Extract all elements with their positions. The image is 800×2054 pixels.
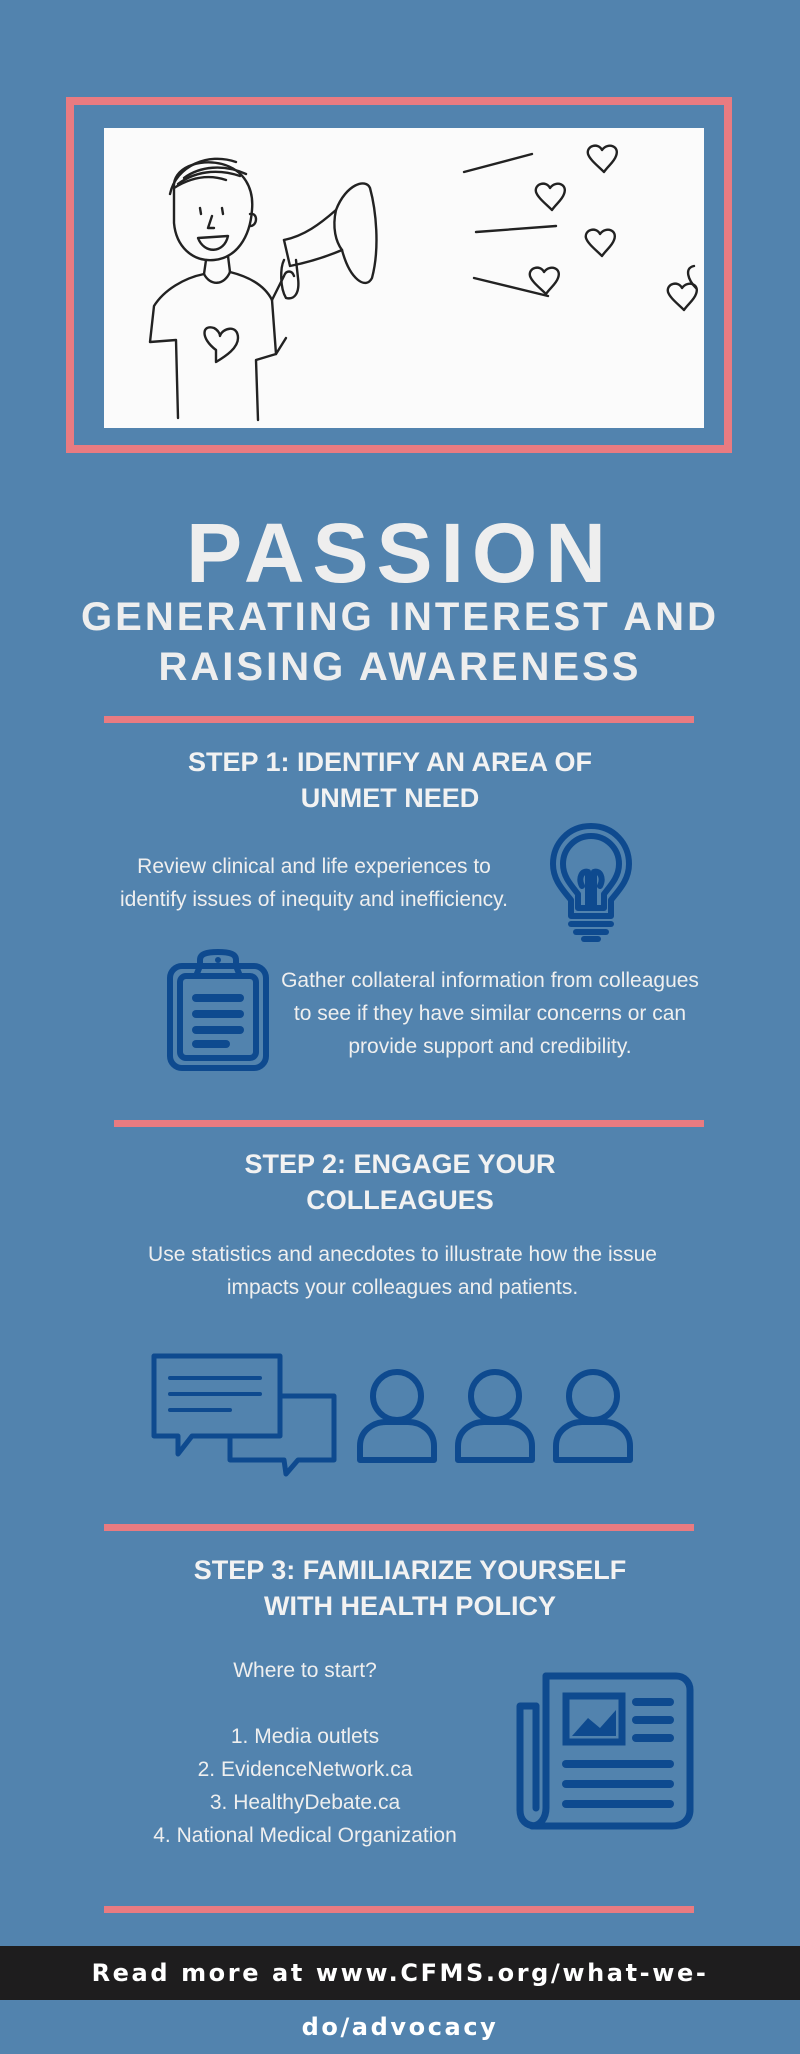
lightbulb-icon: [548, 820, 634, 944]
section-divider: [104, 1524, 694, 1531]
page-title: PASSION: [186, 506, 614, 600]
person-icon: [356, 1368, 438, 1464]
step2-text: Use statistics and anecdotes to illustra…: [148, 1243, 657, 1299]
list-item: 3. HealthyDebate.ca: [209, 1791, 401, 1814]
chat-bubbles-icon: [150, 1352, 340, 1478]
hero-illustration: [104, 128, 704, 428]
footer-bar: Read more at www.CFMS.org/what-we-do/adv…: [0, 1946, 800, 2041]
step3-list: 1. Media outlets 2. EvidenceNetwork.ca 3…: [130, 1720, 480, 1852]
step1-text-b: Gather collateral information from colle…: [281, 969, 699, 1058]
section-divider: [114, 1120, 704, 1127]
step1-text-a: Review clinical and life experiences to …: [120, 855, 508, 911]
step2-title: STEP 2: ENGAGE YOUR COLLEAGUES: [244, 1149, 556, 1215]
step1-title: STEP 1: IDENTIFY AN AREA OF UNMET NEED: [187, 747, 593, 813]
list-item: 4. National Medical Organization: [153, 1824, 457, 1847]
step3-title: STEP 3: FAMILIARIZE YOURSELF WITH HEALTH…: [193, 1555, 627, 1621]
clipboard-icon: [166, 948, 270, 1072]
hero-frame: [66, 97, 732, 453]
person-icon: [552, 1368, 634, 1464]
section-divider: [104, 1906, 694, 1913]
list-item: 2. EvidenceNetwork.ca: [197, 1758, 413, 1781]
step3-intro: Where to start?: [233, 1659, 377, 1682]
newspaper-icon: [516, 1670, 696, 1832]
page-subtitle: GENERATING INTEREST AND RAISING AWARENES…: [81, 595, 719, 689]
list-item: 1. Media outlets: [230, 1725, 380, 1748]
footer-link[interactable]: Read more at www.CFMS.org/what-we-do/adv…: [91, 1959, 709, 2041]
person-icon: [454, 1368, 536, 1464]
person-megaphone-drawing: [148, 144, 698, 422]
section-divider: [104, 716, 694, 723]
